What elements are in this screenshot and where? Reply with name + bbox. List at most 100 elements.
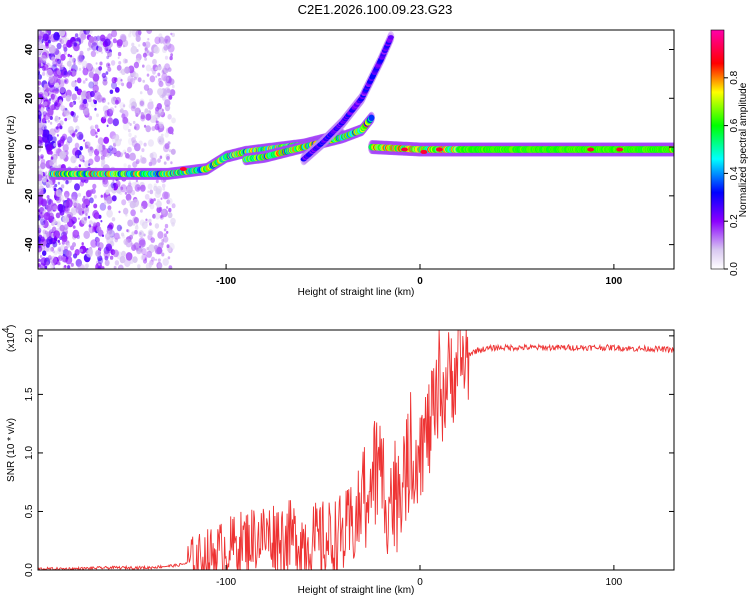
noise-speckle (151, 157, 157, 165)
noise-speckle (74, 249, 80, 256)
noise-speckle (72, 225, 76, 229)
noise-speckle (112, 249, 119, 258)
noise-speckle (133, 126, 137, 130)
noise-speckle (43, 64, 49, 71)
noise-speckle (96, 113, 99, 118)
noise-speckle (161, 73, 168, 82)
noise-speckle (114, 87, 120, 93)
noise-speckle (86, 62, 93, 70)
noise-speckle (38, 189, 41, 195)
noise-speckle (82, 107, 90, 115)
noise-speckle (56, 42, 62, 50)
noise-speckle (139, 91, 143, 95)
noise-speckle (145, 218, 148, 222)
noise-speckle (168, 265, 173, 269)
noise-speckle (88, 225, 95, 234)
noise-speckle (127, 121, 130, 125)
noise-speckle (105, 71, 109, 75)
noise-speckle (81, 217, 87, 225)
noise-speckle (130, 242, 134, 246)
noise-speckle (107, 117, 113, 125)
noise-speckle (57, 181, 61, 185)
noise-speckle (122, 104, 126, 108)
noise-speckle (53, 31, 60, 41)
noise-speckle (158, 36, 165, 44)
noise-speckle (79, 146, 83, 151)
noise-speckle (132, 120, 136, 125)
noise-speckle (97, 242, 104, 250)
noise-speckle (139, 110, 141, 113)
noise-speckle (127, 75, 134, 84)
noise-speckle (61, 37, 68, 45)
noise-speckle (59, 120, 64, 126)
noise-speckle (143, 124, 147, 128)
noise-speckle (76, 115, 79, 119)
noise-speckle (90, 128, 97, 137)
noise-speckle (97, 257, 103, 265)
noise-speckle (65, 180, 69, 185)
noise-speckle (88, 163, 91, 167)
noise-speckle (160, 241, 164, 246)
noise-speckle (81, 242, 84, 246)
noise-speckle (140, 184, 146, 192)
noise-speckle (60, 53, 66, 61)
noise-speckle (66, 39, 73, 48)
noise-speckle (165, 78, 172, 87)
noise-speckle (66, 60, 72, 67)
noise-speckle (45, 42, 49, 47)
noise-speckle (101, 72, 107, 79)
noise-speckle (91, 37, 98, 46)
noise-speckle (111, 77, 117, 84)
noise-speckle (41, 176, 47, 183)
noise-speckle (59, 224, 65, 232)
noise-speckle (44, 230, 48, 235)
noise-speckle (139, 219, 145, 226)
noise-speckle (164, 143, 170, 150)
noise-speckle (146, 73, 150, 77)
noise-speckle (114, 260, 120, 266)
noise-speckle (104, 255, 109, 261)
noise-speckle (38, 170, 44, 179)
noise-speckle (113, 265, 117, 269)
noise-speckle (38, 128, 43, 136)
noise-speckle (49, 98, 52, 101)
noise-speckle (61, 234, 68, 243)
noise-speckle (131, 181, 137, 188)
noise-speckle (113, 232, 120, 240)
noise-speckle (144, 57, 148, 61)
noise-speckle (122, 116, 128, 124)
noise-speckle (62, 144, 69, 152)
noise-speckle (67, 126, 75, 135)
y-tick-label: 40 (24, 44, 35, 56)
noise-speckle (130, 105, 136, 112)
noise-speckle (120, 108, 124, 114)
noise-speckle (112, 38, 117, 44)
noise-speckle (90, 50, 97, 58)
noise-speckle (107, 102, 110, 105)
noise-speckle (131, 244, 137, 251)
noise-speckle (108, 184, 115, 192)
noise-speckle (153, 46, 160, 54)
noise-speckle (124, 151, 127, 155)
noise-speckle (49, 150, 53, 155)
noise-speckle (126, 146, 132, 153)
noise-speckle (152, 213, 156, 219)
noise-speckle (117, 51, 122, 57)
noise-speckle (102, 75, 108, 82)
noise-speckle (96, 226, 102, 233)
noise-speckle (149, 222, 152, 226)
noise-speckle (166, 244, 170, 249)
noise-speckle (161, 108, 164, 112)
noise-speckle (90, 125, 94, 130)
noise-speckle (152, 64, 156, 69)
noise-speckle (100, 155, 105, 161)
noise-speckle (66, 136, 73, 144)
snr-x-ticks: -100 0 100 (216, 565, 623, 588)
noise-speckle (142, 64, 145, 68)
noise-speckle (65, 255, 73, 265)
noise-speckle (45, 261, 50, 266)
noise-speckle (120, 78, 123, 82)
noise-speckle (96, 143, 103, 152)
noise-speckle (47, 119, 50, 123)
noise-speckle (38, 112, 41, 115)
